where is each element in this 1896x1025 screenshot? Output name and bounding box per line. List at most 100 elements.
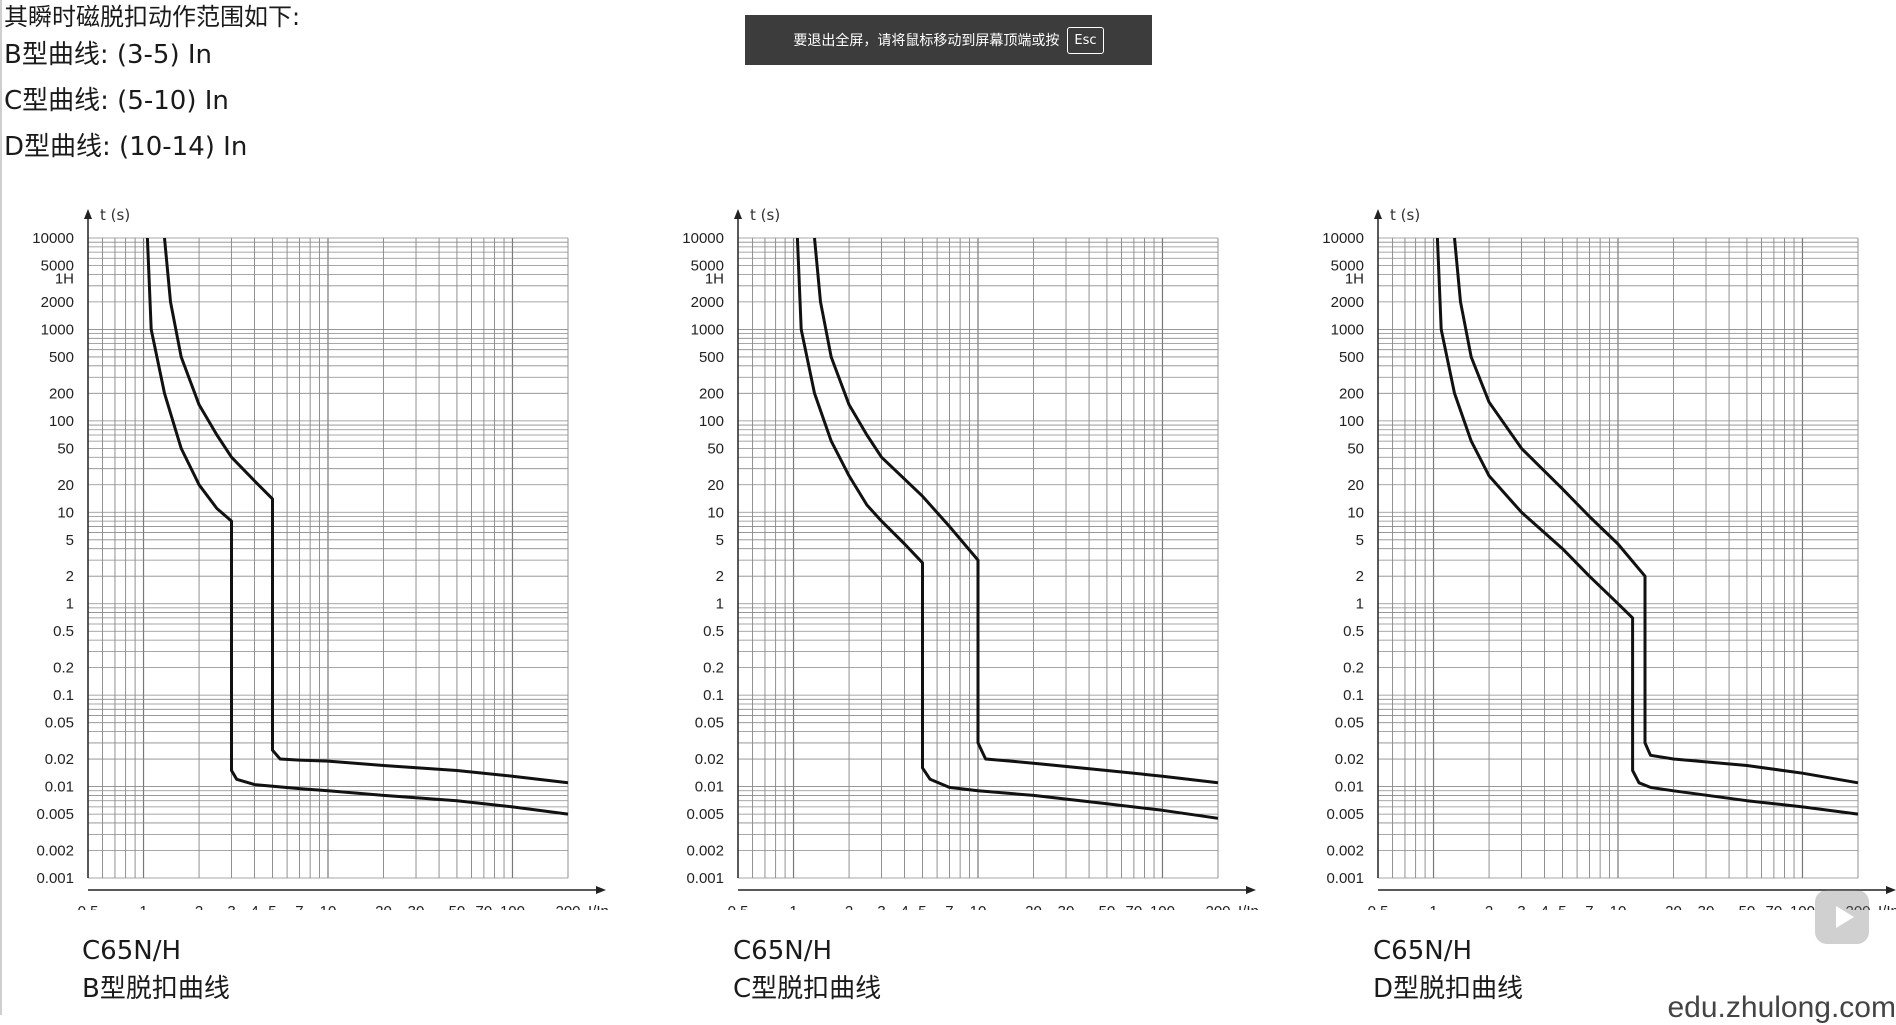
chart-d-model: C65N/H (1373, 932, 1523, 970)
x-tick-label: 1 (1429, 903, 1437, 910)
y-tick-label: 10 (57, 504, 74, 521)
y-tick-label: 2 (66, 568, 74, 585)
y-tick-label: 5 (66, 532, 74, 549)
y-tick-label: 10 (1347, 504, 1364, 521)
play-icon (1836, 906, 1854, 928)
y-tick-label: 2 (716, 568, 724, 585)
y-tick-label: 0.02 (1335, 751, 1364, 768)
series-curve-2 (815, 238, 1219, 783)
y-tick-label: 0.005 (686, 806, 724, 823)
chart-c-title: C型脱扣曲线 (733, 970, 881, 1008)
series-curve-2 (1455, 238, 1859, 783)
y-tick-label: 10 (707, 504, 724, 521)
intro-title: 其瞬时磁脱扣动作范围如下: (4, 2, 300, 32)
y-tick-label: 2000 (691, 294, 724, 311)
y-tick-label: 0.01 (695, 779, 724, 796)
y-tick-label: 5 (716, 532, 724, 549)
y-tick-label: 10000 (682, 230, 724, 247)
y-tick-label: 0.1 (1343, 687, 1364, 704)
x-tick-label: 2 (845, 903, 853, 910)
y-tick-label: 2000 (41, 294, 74, 311)
y-tick-label: 1 (66, 596, 74, 613)
x-axis-label: I/In (588, 903, 609, 910)
y-tick-label: 200 (49, 385, 74, 402)
x-tick-label: 100 (1150, 903, 1175, 910)
x-tick-label: 10 (320, 903, 337, 910)
y-axis-arrow (1374, 209, 1382, 219)
chart-c-plot: t (s)1000050001H200010005002001005020105… (650, 200, 1285, 910)
video-play-button[interactable] (1815, 890, 1869, 944)
x-tick-label: 70 (1126, 903, 1143, 910)
y-tick-label: 0.1 (53, 687, 74, 704)
intro-line-c: C型曲线: (5-10) In (4, 78, 300, 124)
y-tick-label: 0.5 (1343, 623, 1364, 640)
x-axis-arrow (596, 886, 606, 894)
y-tick-label: 1000 (1331, 321, 1364, 338)
x-tick-label: 20 (1665, 903, 1682, 910)
x-tick-label: 5 (268, 903, 276, 910)
intro-line-b: B型曲线: (3-5) In (4, 32, 300, 78)
fullscreen-notice-text: 要退出全屏，请将鼠标移动到屏幕顶端或按 (793, 30, 1059, 50)
chart-b-title: B型脱扣曲线 (82, 970, 230, 1008)
y-tick-label: 0.001 (1326, 870, 1364, 887)
chart-b-plot: t (s)1000050001H200010005002001005020105… (0, 200, 635, 910)
x-axis-arrow (1246, 886, 1256, 894)
x-tick-label: 50 (1099, 903, 1116, 910)
grid-lines (1378, 238, 1858, 878)
y-tick-label: 1000 (41, 321, 74, 338)
y-tick-label: 1H (55, 271, 74, 288)
x-tick-label: 100 (500, 903, 525, 910)
y-tick-label: 200 (1339, 385, 1364, 402)
intro-line-d: D型曲线: (10-14) In (4, 124, 300, 170)
y-axis-arrow (734, 209, 742, 219)
chart-d-caption: C65N/H D型脱扣曲线 (1373, 932, 1523, 1008)
y-tick-label: 1H (705, 271, 724, 288)
x-tick-label: 1 (139, 903, 147, 910)
series-curve-2 (165, 238, 569, 783)
y-tick-label: 0.1 (703, 687, 724, 704)
x-tick-label: 7 (1585, 903, 1593, 910)
y-tick-label: 500 (1339, 349, 1364, 366)
y-tick-label: 0.05 (695, 715, 724, 732)
x-tick-label: 70 (1766, 903, 1783, 910)
y-axis-label: t (s) (1390, 206, 1420, 224)
esc-key-badge[interactable]: Esc (1067, 27, 1103, 54)
y-tick-label: 1 (1356, 596, 1364, 613)
x-axis-arrow (1886, 886, 1896, 894)
x-tick-label: 2 (1485, 903, 1493, 910)
y-tick-label: 0.5 (703, 623, 724, 640)
chart-d-title: D型脱扣曲线 (1373, 970, 1523, 1008)
y-tick-label: 2000 (1331, 294, 1364, 311)
x-tick-label: 3 (1517, 903, 1525, 910)
y-tick-label: 1H (1345, 271, 1364, 288)
x-tick-label: 200 (555, 903, 580, 910)
x-tick-label: 3 (227, 903, 235, 910)
y-tick-label: 500 (699, 349, 724, 366)
y-tick-label: 200 (699, 385, 724, 402)
y-tick-label: 0.5 (53, 623, 74, 640)
x-tick-label: 7 (945, 903, 953, 910)
x-tick-label: 20 (1025, 903, 1042, 910)
x-tick-label: 30 (1698, 903, 1715, 910)
y-axis-arrow (84, 209, 92, 219)
y-tick-label: 50 (1347, 440, 1364, 457)
x-tick-label: 5 (918, 903, 926, 910)
x-tick-label: 0.5 (728, 903, 749, 910)
y-tick-label: 100 (49, 413, 74, 430)
x-tick-label: 70 (476, 903, 493, 910)
y-tick-label: 0.001 (36, 870, 74, 887)
watermark: edu.zhulong.com (1668, 991, 1896, 1025)
y-tick-label: 1000 (691, 321, 724, 338)
y-tick-label: 10000 (1322, 230, 1364, 247)
x-tick-label: 200 (1205, 903, 1230, 910)
chart-d-plot: t (s)1000050001H200010005002001005020105… (1290, 200, 1896, 910)
y-tick-label: 0.2 (53, 660, 74, 677)
y-tick-label: 1 (716, 596, 724, 613)
y-tick-label: 0.002 (1326, 842, 1364, 859)
y-tick-label: 50 (57, 440, 74, 457)
y-tick-label: 5 (1356, 532, 1364, 549)
chart-c-caption: C65N/H C型脱扣曲线 (733, 932, 881, 1008)
y-tick-label: 2 (1356, 568, 1364, 585)
x-axis-label: I/In (1238, 903, 1259, 910)
